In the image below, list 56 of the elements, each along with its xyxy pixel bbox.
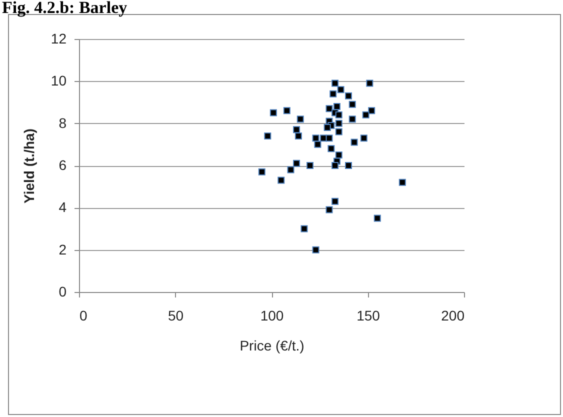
y-tick-label: 6	[58, 157, 67, 173]
point	[296, 116, 304, 123]
point	[335, 120, 342, 127]
point	[366, 80, 374, 87]
x-axis-title: Price (€/t.)	[240, 338, 304, 354]
point	[324, 124, 331, 132]
point	[294, 132, 302, 140]
point	[312, 134, 320, 142]
x-tick-label: 150	[356, 308, 380, 324]
point	[258, 168, 266, 176]
point	[348, 116, 356, 123]
x-tick-label: 50	[168, 308, 184, 324]
point	[350, 138, 358, 146]
point	[332, 80, 339, 87]
point	[333, 102, 340, 110]
point	[362, 111, 370, 118]
point	[328, 145, 335, 152]
point	[345, 92, 352, 100]
point	[283, 107, 290, 114]
point	[293, 160, 300, 167]
y-tick-label: 8	[58, 114, 67, 131]
point	[314, 140, 322, 148]
point	[348, 100, 356, 108]
x-tick-label: 0	[80, 308, 88, 324]
point	[270, 109, 277, 116]
point	[278, 176, 285, 184]
x-tick-label: 200	[441, 308, 465, 324]
point	[264, 132, 272, 140]
point	[287, 166, 294, 174]
point	[326, 206, 333, 214]
point	[300, 225, 308, 232]
x-tick-label: 100	[260, 308, 284, 324]
y-tick-label: 2	[58, 241, 67, 258]
y-tick-label: 4	[58, 199, 67, 216]
y-axis-title: Yield (t./ha)	[20, 128, 37, 204]
chart-title: Fig. 4.2.b: Barley	[2, 0, 128, 18]
y-tick-label: 10	[50, 72, 67, 89]
point	[332, 198, 339, 205]
point	[335, 128, 342, 136]
point	[326, 134, 333, 142]
point	[332, 162, 339, 169]
point	[306, 162, 314, 169]
y-tick-label: 0	[58, 284, 67, 300]
point	[374, 214, 381, 222]
point	[337, 86, 344, 94]
point	[293, 126, 300, 134]
point	[368, 107, 376, 114]
y-tick-label: 12	[50, 30, 67, 46]
point	[335, 151, 342, 158]
point	[330, 90, 337, 98]
point	[360, 134, 368, 142]
point	[345, 162, 352, 169]
point	[398, 178, 406, 186]
point	[326, 105, 333, 112]
point	[335, 111, 342, 118]
point	[312, 246, 320, 254]
